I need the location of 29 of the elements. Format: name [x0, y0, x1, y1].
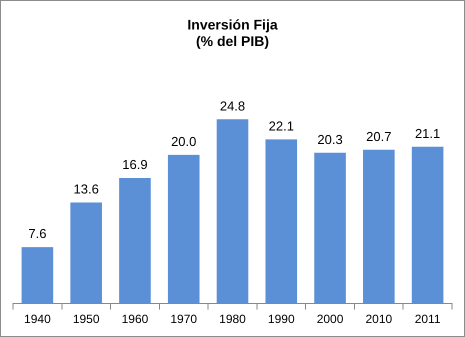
chart-title: Inversión Fija	[187, 16, 278, 32]
x-tick-label: 2010	[365, 312, 393, 326]
x-tick-label: 1990	[268, 312, 295, 326]
bar	[363, 150, 395, 304]
bar	[168, 154, 200, 304]
chart-subtitle: (% del PIB)	[196, 33, 270, 50]
bar	[22, 247, 54, 304]
x-tick-label: 1960	[122, 312, 149, 326]
data-label: 7.6	[28, 226, 46, 242]
data-label: 22.1	[268, 118, 294, 134]
data-label: 16.9	[122, 157, 148, 172]
bar	[216, 119, 248, 304]
x-tick-label: 1980	[219, 312, 246, 326]
bar	[265, 139, 298, 304]
data-label: 20.3	[317, 132, 343, 147]
bar	[412, 146, 444, 304]
bar	[119, 178, 151, 304]
data-label: 20.0	[171, 134, 196, 150]
x-tick-label: 2000	[316, 312, 344, 326]
data-label: 24.8	[220, 98, 246, 114]
data-label: 13.6	[74, 182, 99, 197]
x-tick-label: 2011	[414, 312, 441, 326]
bar	[70, 202, 102, 304]
data-label: 21.1	[414, 126, 440, 141]
data-label: 20.7	[366, 128, 392, 144]
x-tick-label: 1970	[170, 312, 198, 326]
x-tick-label: 1940	[24, 312, 52, 326]
bar	[314, 152, 346, 304]
x-tick-label: 1950	[72, 312, 100, 326]
